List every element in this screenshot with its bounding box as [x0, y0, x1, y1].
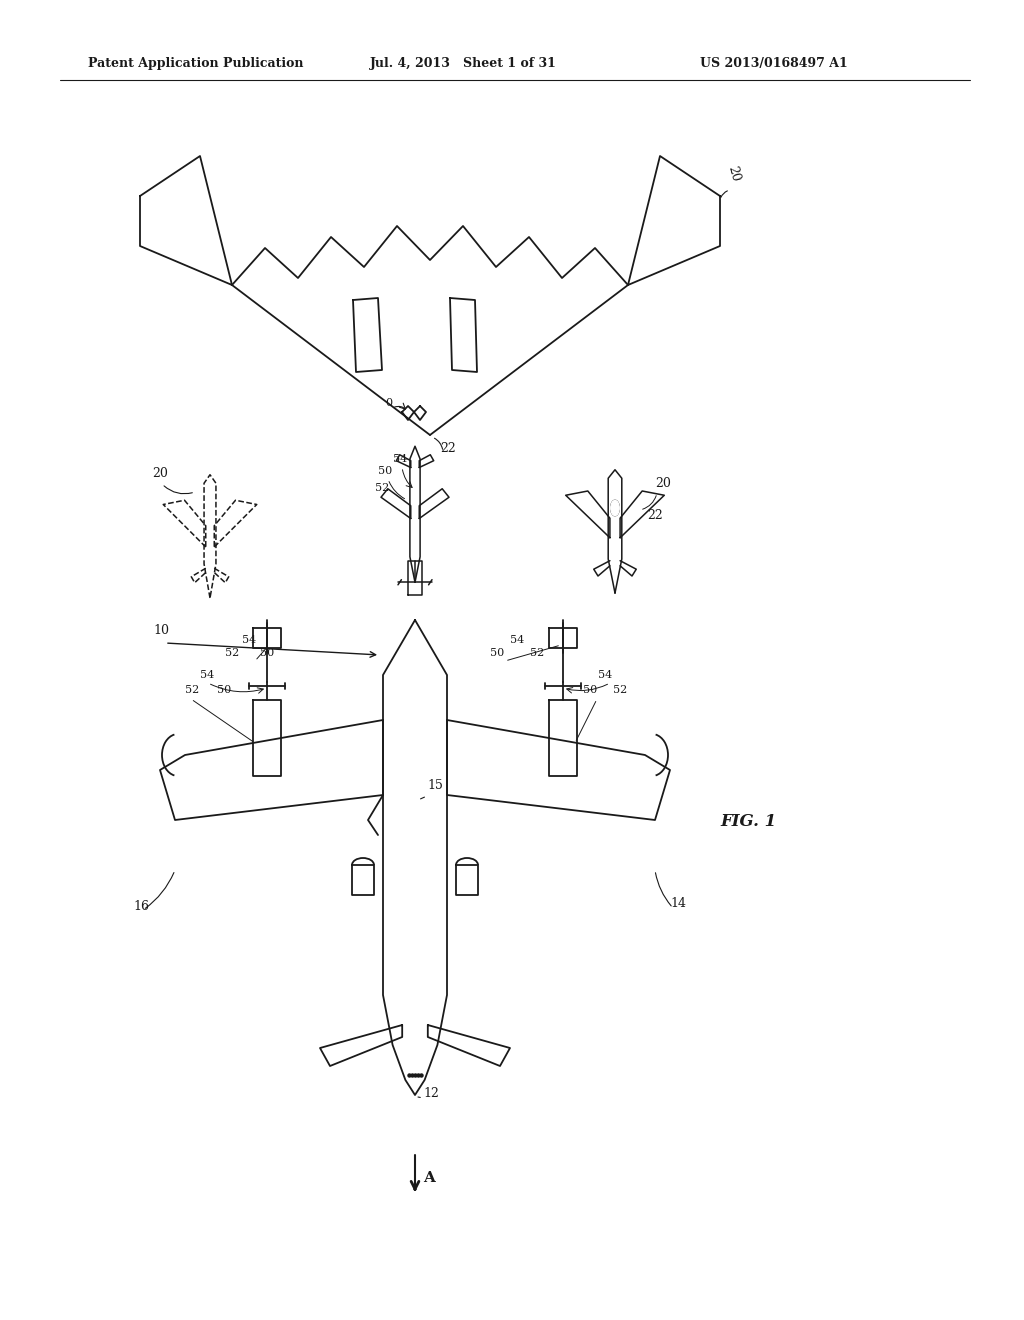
Text: 16: 16: [133, 900, 150, 913]
Text: 52: 52: [375, 483, 389, 492]
Text: 50: 50: [217, 685, 231, 696]
Text: 52: 52: [613, 685, 628, 696]
Text: 54: 54: [393, 454, 408, 465]
Text: Patent Application Publication: Patent Application Publication: [88, 57, 303, 70]
Text: 50: 50: [490, 648, 504, 657]
Text: 54: 54: [598, 671, 612, 680]
Text: 22: 22: [647, 510, 663, 521]
Text: 52: 52: [530, 648, 544, 657]
Text: 50: 50: [260, 648, 274, 657]
Text: Jul. 4, 2013   Sheet 1 of 31: Jul. 4, 2013 Sheet 1 of 31: [370, 57, 557, 70]
Text: 50: 50: [583, 685, 597, 696]
Text: 15: 15: [427, 779, 442, 792]
Text: 52: 52: [185, 685, 200, 696]
Text: 0: 0: [385, 399, 392, 408]
Text: A: A: [423, 1171, 435, 1185]
Text: 54: 54: [242, 635, 256, 645]
Text: 20: 20: [152, 467, 168, 480]
Text: 52: 52: [225, 648, 240, 657]
Text: 50: 50: [378, 466, 392, 477]
Text: FIG. 1: FIG. 1: [720, 813, 776, 830]
Text: 22: 22: [440, 442, 456, 455]
Text: 10: 10: [153, 624, 169, 638]
Text: 14: 14: [670, 898, 686, 909]
Text: US 2013/0168497 A1: US 2013/0168497 A1: [700, 57, 848, 70]
Ellipse shape: [610, 500, 620, 516]
Text: 20: 20: [655, 477, 671, 490]
Text: 54: 54: [510, 635, 524, 645]
Text: 12: 12: [423, 1086, 439, 1100]
Text: 20: 20: [725, 164, 741, 183]
Text: 54: 54: [200, 671, 214, 680]
